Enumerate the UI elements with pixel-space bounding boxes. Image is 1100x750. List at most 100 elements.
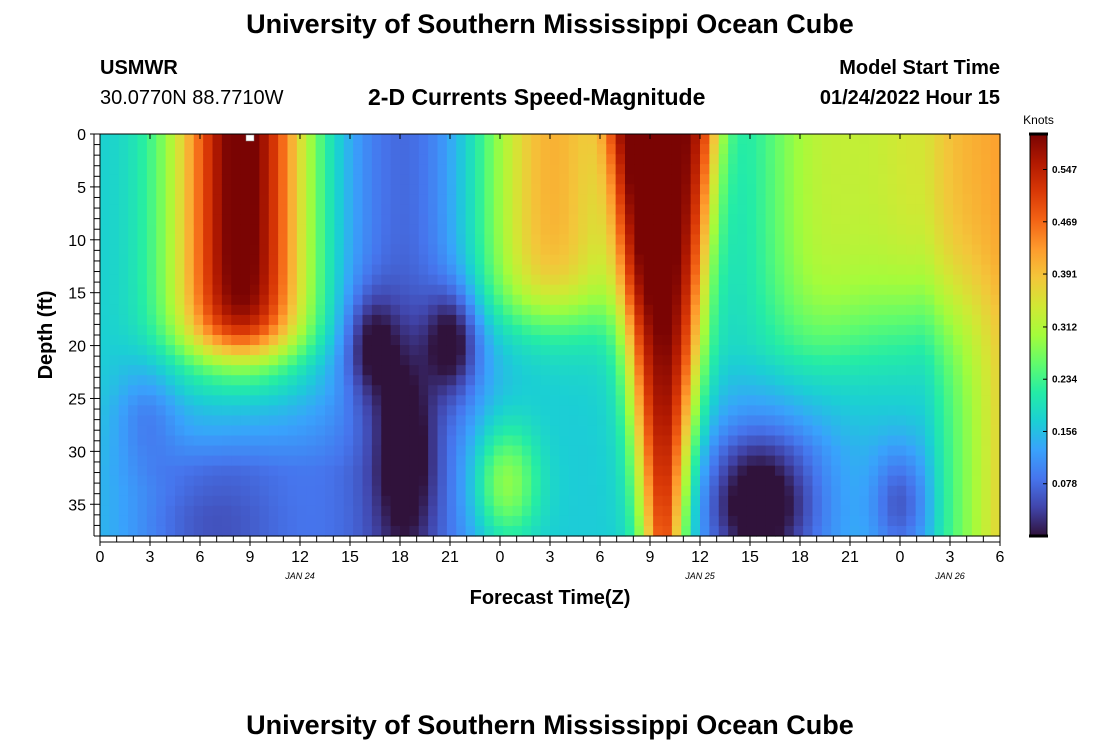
heatmap-cell: [409, 465, 420, 477]
heatmap-cell: [943, 164, 954, 175]
heatmap-cell: [259, 234, 270, 246]
heatmap-cell: [671, 505, 682, 517]
heatmap-cell: [193, 455, 204, 467]
heatmap-cell: [437, 445, 448, 457]
heatmap-cell: [896, 154, 907, 165]
heatmap-cell: [690, 244, 701, 256]
heatmap-cell: [596, 284, 607, 296]
heatmap-cell: [700, 174, 710, 185]
heatmap-cell: [465, 324, 476, 336]
heatmap-cell: [587, 154, 598, 165]
heatmap-cell: [578, 365, 589, 376]
heatmap-cell: [118, 264, 129, 276]
heatmap-cell: [296, 525, 307, 537]
heatmap-cell: [362, 264, 373, 276]
heatmap-cell: [634, 465, 645, 477]
heatmap-cell: [887, 495, 898, 507]
heatmap-cell: [840, 264, 851, 276]
heatmap-cell: [925, 234, 935, 246]
heatmap-cell: [118, 194, 129, 205]
heatmap-cell: [896, 445, 907, 457]
heatmap-cell: [100, 455, 110, 467]
heatmap-cell: [831, 324, 842, 336]
heatmap-cell: [362, 224, 373, 236]
heatmap-cell: [596, 324, 607, 336]
heatmap-cell: [465, 355, 476, 366]
heatmap-cell: [868, 164, 879, 175]
heatmap-cell: [850, 445, 860, 457]
heatmap-cell: [437, 214, 448, 226]
heatmap-cell: [156, 385, 167, 396]
y-tick-label: 20: [68, 339, 86, 356]
heatmap-cell: [550, 134, 560, 145]
heatmap-cell: [306, 234, 317, 246]
heatmap-cell: [128, 335, 139, 346]
heatmap-cell: [803, 304, 814, 316]
heatmap-cell: [315, 324, 326, 336]
heatmap-cell: [971, 405, 982, 416]
heatmap-cell: [428, 324, 439, 336]
heatmap-cell: [728, 274, 739, 286]
heatmap-cell: [325, 204, 335, 215]
heatmap-cell: [812, 164, 823, 175]
heatmap-cell: [821, 184, 832, 195]
heatmap-cell: [100, 405, 110, 416]
heatmap-cell: [381, 314, 392, 326]
heatmap-cell: [971, 194, 982, 205]
heatmap-cell: [765, 445, 776, 457]
heatmap-cell: [821, 314, 832, 326]
heatmap-cell: [137, 435, 148, 447]
heatmap-cell: [203, 204, 214, 215]
heatmap-cell: [934, 214, 945, 226]
heatmap-cell: [512, 345, 523, 356]
heatmap-cell: [700, 345, 710, 356]
heatmap-cell: [718, 254, 729, 266]
heatmap-cell: [690, 435, 701, 447]
heatmap-cell: [118, 515, 129, 527]
heatmap-cell: [306, 485, 317, 497]
heatmap-cell: [493, 234, 504, 246]
heatmap-cell: [887, 515, 898, 527]
heatmap-cell: [746, 505, 757, 517]
heatmap-cell: [878, 214, 889, 226]
heatmap-cell: [540, 435, 551, 447]
heatmap-cell: [118, 314, 129, 326]
heatmap-cell: [625, 174, 635, 185]
heatmap-cell: [184, 345, 195, 356]
heatmap-cell: [718, 415, 729, 427]
heatmap-cell: [221, 134, 232, 145]
heatmap-cell: [540, 324, 551, 336]
heatmap-cell: [709, 505, 720, 517]
heatmap-cell: [793, 314, 804, 326]
heatmap-cell: [278, 335, 289, 346]
heatmap-cell: [475, 365, 485, 376]
heatmap-cell: [296, 244, 307, 256]
heatmap-cell: [212, 244, 223, 256]
heatmap-cell: [484, 405, 495, 416]
heatmap-cell: [109, 174, 120, 185]
heatmap-cell: [737, 244, 748, 256]
heatmap-cell: [137, 485, 148, 497]
heatmap-cell: [671, 264, 682, 276]
heatmap-cell: [484, 435, 495, 447]
heatmap-cell: [634, 485, 645, 497]
heatmap-cell: [934, 415, 945, 427]
heatmap-cell: [381, 174, 392, 185]
heatmap-cell: [175, 525, 185, 537]
heatmap-cell: [287, 425, 298, 437]
heatmap-cell: [878, 164, 889, 175]
heatmap-cell: [418, 174, 429, 185]
heatmap-cell: [193, 375, 204, 386]
heatmap-cell: [915, 184, 926, 195]
heatmap-cell: [700, 375, 710, 386]
heatmap-cell: [175, 455, 185, 467]
heatmap-cell: [296, 355, 307, 366]
heatmap-cell: [568, 505, 579, 517]
heatmap-cell: [231, 515, 242, 527]
heatmap-cell: [700, 284, 710, 296]
heatmap-cell: [175, 254, 185, 266]
heatmap-cell: [278, 214, 289, 226]
heatmap-cell: [700, 194, 710, 205]
heatmap-cell: [259, 515, 270, 527]
heatmap-cell: [784, 164, 795, 175]
